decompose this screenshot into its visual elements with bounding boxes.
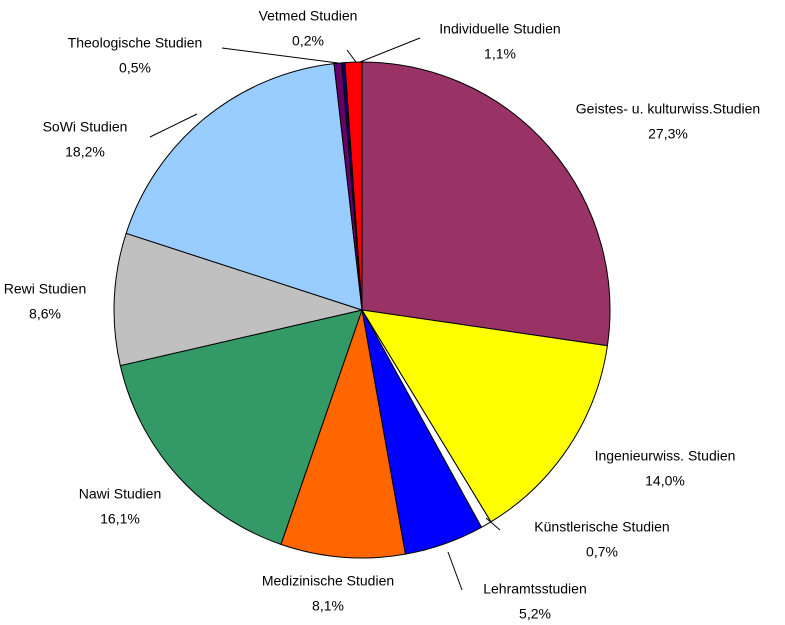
slice-value-label: 8,6% [29,306,61,322]
leader-line [221,47,339,64]
slice-label: Theologische Studien [68,35,203,51]
pie-slice [361,61,611,347]
slice-label: Künstlerische Studien [534,519,669,535]
slice-label: Vetmed Studien [259,8,358,24]
pie-slice [119,309,363,546]
pie-slice [280,308,406,559]
slice-value-label: 0,7% [586,544,618,560]
slice-value-label: 14,0% [645,473,685,489]
slice-value-label: 0,2% [292,33,324,49]
pie-slice [125,63,363,311]
leader-line [346,49,357,63]
slice-value-label: 16,1% [100,511,140,527]
slice-label: SoWi Studien [43,119,128,135]
slice-value-label: 27,3% [648,126,688,142]
slice-label: Nawi Studien [79,486,162,502]
slice-label: Medizinische Studien [262,573,394,589]
leader-line [485,517,501,531]
slice-value-label: 18,2% [65,144,105,160]
leader-line [359,37,421,63]
slice-label: Rewi Studien [4,281,87,297]
slice-label: Lehramtsstudien [483,581,587,597]
slice-value-label: 0,5% [119,60,151,76]
slice-label: Ingenieurwiss. Studien [595,448,736,464]
slice-value-label: 5,2% [519,606,551,622]
leader-line [149,113,198,138]
leader-line [447,551,463,591]
slice-label: Geistes- u. kulturwiss.Studien [576,101,760,117]
pie-slice [113,232,364,367]
pie-slice [344,61,363,311]
pie-slice [361,309,608,523]
slice-value-label: 1,1% [484,46,516,62]
slice-label: Individuelle Studien [439,21,560,37]
slice-value-label: 8,1% [312,598,344,614]
